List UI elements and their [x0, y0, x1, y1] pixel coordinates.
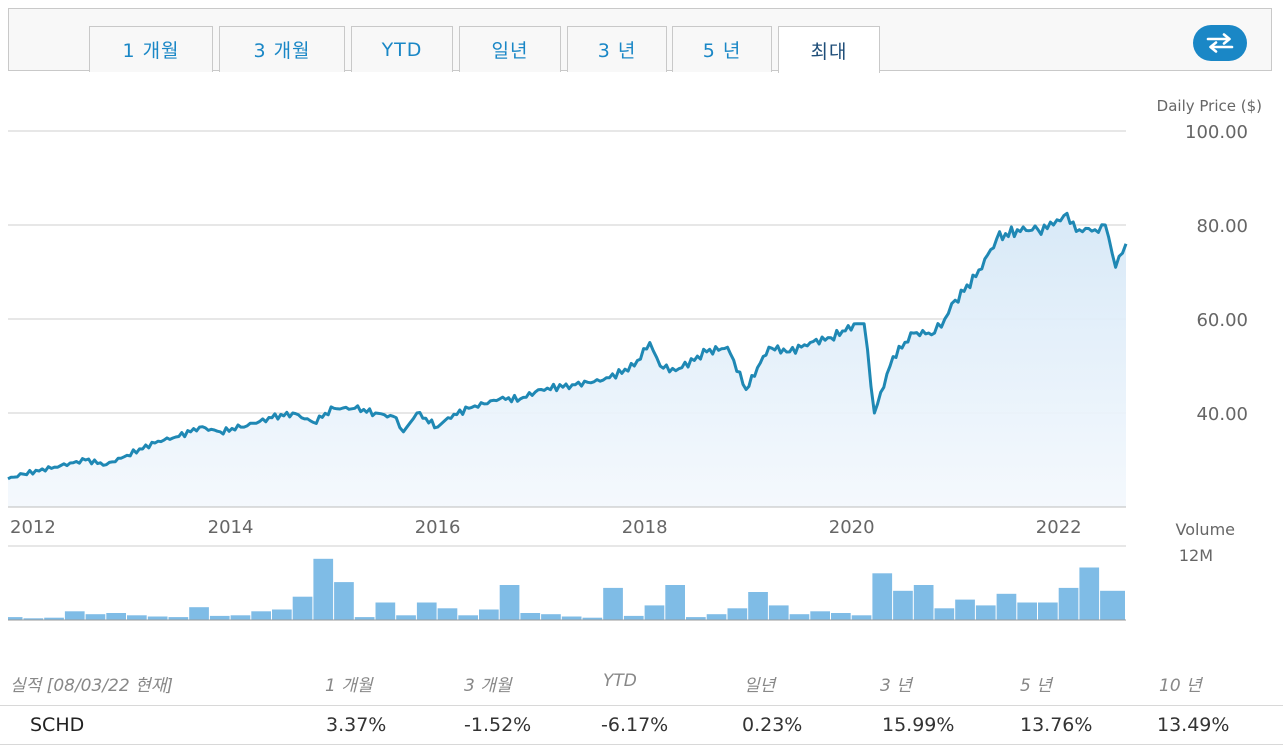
x-tick-label: 2022: [1036, 517, 1082, 538]
volume-bar: [106, 613, 126, 620]
volume-bar: [354, 617, 375, 620]
x-tick-label: 2014: [208, 517, 254, 538]
volume-bar: [1017, 602, 1037, 620]
volume-bar: [375, 602, 396, 620]
tab-1-month[interactable]: 1 개월: [89, 26, 213, 72]
x-tick-label: 2018: [622, 517, 668, 538]
volume-bar: [934, 608, 955, 620]
volume-bar: [292, 596, 313, 620]
volume-bar: [975, 605, 996, 620]
volume-max-label: 12M: [1179, 546, 1213, 565]
volume-bar: [416, 602, 437, 620]
volume-bar: [665, 585, 685, 620]
volume-bar: [582, 617, 603, 620]
header-ytd: YTD: [603, 671, 637, 691]
volume-bar: [768, 605, 789, 620]
volume-bar: [686, 617, 706, 620]
header-10-years: 10 년: [1159, 676, 1202, 696]
volume-bar: [479, 609, 499, 620]
volume-bar: [748, 592, 768, 620]
volume-bar: [913, 585, 934, 620]
volume-bar: [706, 614, 727, 620]
volume-bar: [603, 587, 623, 620]
value-1-month: 3.37%: [326, 714, 387, 736]
price-series-line: [7, 211, 1128, 481]
performance-as-of-label: 실적 [08/03/22 현재]: [10, 676, 173, 696]
volume-bar: [147, 616, 168, 620]
value-3-months: -1.52%: [464, 714, 532, 736]
volume-bar: [872, 573, 893, 620]
value-ytd: -6.17%: [601, 714, 669, 736]
volume-bar: [272, 609, 292, 620]
performance-table: 실적 [08/03/22 현재] 1 개월 3 개월 YTD 일년 3 년 5 …: [0, 665, 1283, 745]
performance-row-schd: SCHD 3.37% -1.52% -6.17% 0.23% 15.99% 13…: [0, 705, 1283, 745]
volume-bar: [85, 614, 106, 620]
value-1-year: 0.23%: [742, 714, 803, 736]
volume-bar: [230, 615, 251, 620]
y-tick-label: 40.00: [1196, 404, 1248, 425]
y-tick-label: 60.00: [1196, 310, 1248, 331]
volume-bar: [851, 615, 872, 620]
volume-bar: [209, 615, 230, 620]
tab-max[interactable]: 최대: [778, 26, 880, 73]
volume-bar: [1079, 567, 1100, 620]
volume-bar: [789, 614, 810, 620]
volume-bar: [561, 616, 582, 620]
volume-bar: [499, 585, 520, 620]
header-1-month: 1 개월: [325, 676, 373, 696]
tab-1-year[interactable]: 일년: [459, 26, 561, 72]
fund-symbol[interactable]: SCHD: [30, 714, 85, 736]
tab-5-years[interactable]: 5 년: [672, 26, 772, 72]
volume-bar: [396, 615, 416, 620]
price-volume-chart: Daily Price ($) 100.00 80.00 60.00 40.00 20…: [7, 97, 1262, 621]
volume-bar: [541, 614, 561, 620]
volume-bar: [1100, 590, 1125, 620]
volume-bar: [623, 615, 644, 620]
swap-view-button[interactable]: [1193, 25, 1247, 61]
header-3-months: 3 개월: [464, 676, 512, 696]
volume-bar: [831, 613, 851, 620]
value-10-years: 13.49%: [1157, 714, 1230, 736]
volume-label: Volume: [1175, 520, 1235, 539]
price-area-fill: [8, 213, 1126, 508]
volume-bar: [996, 593, 1017, 621]
volume-bar: [8, 617, 23, 620]
volume-bar: [64, 611, 85, 621]
volume-bar: [127, 615, 147, 620]
x-tick-label: 2020: [829, 517, 875, 538]
volume-bar: [644, 605, 665, 620]
x-tick-label: 2016: [415, 517, 461, 538]
volume-bar: [168, 617, 189, 620]
y-tick-label: 80.00: [1196, 216, 1248, 237]
volume-bar: [44, 617, 64, 620]
value-3-years: 15.99%: [882, 714, 955, 736]
volume-bar: [893, 590, 913, 620]
volume-bar: [1058, 587, 1079, 620]
volume-bar: [810, 611, 830, 621]
volume-bar: [458, 615, 478, 620]
volume-bar: [251, 611, 271, 621]
tab-3-months[interactable]: 3 개월: [219, 26, 345, 72]
value-5-years: 13.76%: [1020, 714, 1093, 736]
volume-bar: [1038, 602, 1058, 620]
performance-header-row: 실적 [08/03/22 현재] 1 개월 3 개월 YTD 일년 3 년 5 …: [0, 665, 1283, 701]
volume-bar: [727, 608, 748, 620]
range-tab-bar: 1 개월 3 개월 YTD 일년 3 년 5 년 최대: [8, 8, 1272, 73]
y-tick-label: 100.00: [1185, 122, 1248, 143]
volume-bar: [189, 607, 209, 620]
header-3-years: 3 년: [880, 676, 912, 696]
swap-arrows-icon: [1206, 33, 1234, 53]
volume-bar: [955, 599, 975, 620]
volume-bar: [334, 582, 354, 620]
volume-bar: [520, 613, 541, 620]
volume-bar: [313, 558, 334, 621]
volume-bar: [437, 608, 458, 620]
x-tick-label: 2012: [10, 517, 56, 538]
volume-bar: [23, 618, 44, 620]
header-5-years: 5 년: [1020, 676, 1052, 696]
y-axis-label: Daily Price ($): [1157, 97, 1262, 115]
header-1-year: 일년: [744, 676, 776, 696]
tab-ytd[interactable]: YTD: [351, 26, 453, 72]
tab-3-years[interactable]: 3 년: [567, 26, 667, 72]
